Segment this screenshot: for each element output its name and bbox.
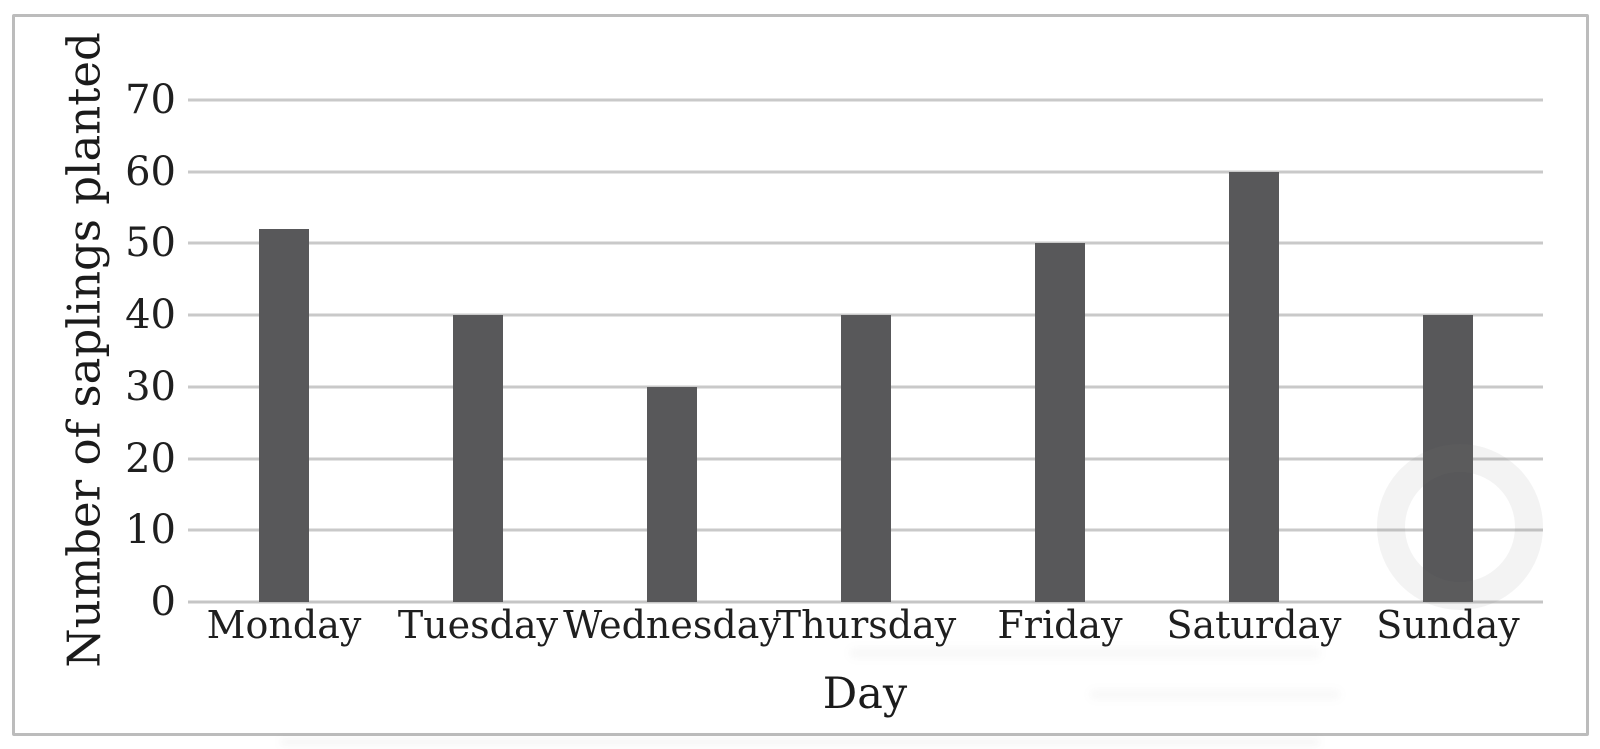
- x-axis-line: [188, 600, 1543, 604]
- bar-saturday: [1229, 171, 1279, 602]
- y-tick-label: 0: [150, 579, 176, 625]
- y-tick-label: 40: [125, 292, 176, 339]
- x-category-label: Tuesday: [397, 603, 559, 647]
- plot-area: [188, 98, 1543, 604]
- gridline: [188, 170, 1543, 174]
- x-axis-title: Day: [822, 669, 908, 719]
- x-category-label: Thursday: [775, 603, 957, 647]
- y-tick-label: 30: [125, 363, 176, 410]
- x-category-label: Saturday: [1166, 603, 1342, 647]
- y-tick-label: 50: [125, 220, 176, 267]
- scan-artifact: [280, 739, 1320, 745]
- y-tick-label: 60: [125, 148, 176, 195]
- scan-artifact: [850, 648, 1320, 658]
- scan-artifact: [1090, 690, 1340, 699]
- y-tick-label: 10: [125, 507, 176, 554]
- bar-monday: [259, 229, 309, 602]
- x-category-label: Friday: [997, 603, 1123, 647]
- bar-thursday: [841, 315, 891, 602]
- x-category-label: Monday: [206, 603, 362, 647]
- watermark-ring: [1377, 444, 1543, 610]
- bar-wednesday: [647, 386, 697, 602]
- gridline: [188, 241, 1543, 245]
- gridline: [188, 313, 1543, 317]
- y-tick-label: 70: [125, 77, 176, 123]
- y-axis-title: Number of saplings planted: [57, 32, 111, 668]
- y-tick-label: 20: [125, 435, 176, 482]
- x-category-label: Wednesday: [563, 603, 781, 647]
- bar-tuesday: [453, 315, 503, 602]
- x-category-label: Sunday: [1376, 603, 1520, 647]
- bar-friday: [1035, 243, 1085, 602]
- gridline: [188, 98, 1543, 102]
